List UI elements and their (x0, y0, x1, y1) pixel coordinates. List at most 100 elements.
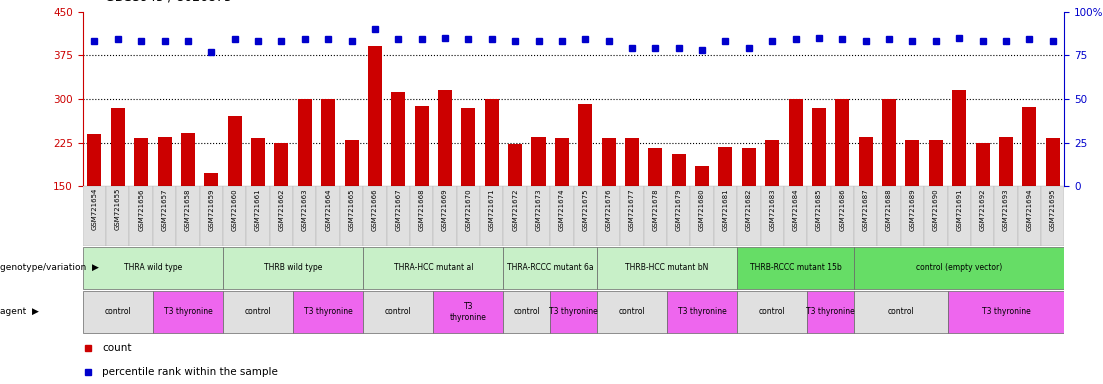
Bar (835, 99, 849, 274)
Bar (503, 291, 550, 333)
Text: GSM721687: GSM721687 (863, 188, 869, 231)
Text: GSM721691: GSM721691 (956, 188, 962, 231)
Bar (690, 186, 714, 246)
Bar (1046, 139, 1060, 274)
Text: control: control (513, 308, 540, 316)
Text: GSM721684: GSM721684 (793, 188, 799, 230)
Bar (761, 186, 784, 246)
Text: GSM721668: GSM721668 (419, 188, 425, 231)
Bar (550, 186, 574, 246)
Bar (854, 186, 877, 246)
Bar (929, 140, 943, 274)
Text: GSM721662: GSM721662 (278, 188, 285, 230)
Bar (667, 291, 737, 333)
Bar (947, 186, 971, 246)
Text: control: control (619, 308, 645, 316)
Bar (433, 186, 457, 246)
Bar (246, 186, 270, 246)
Bar (906, 140, 920, 274)
Text: THRA-RCCC mutant 6a: THRA-RCCC mutant 6a (507, 263, 593, 272)
Bar (363, 291, 433, 333)
Bar (597, 186, 620, 246)
Bar (181, 132, 195, 274)
Text: THRA-HCC mutant al: THRA-HCC mutant al (394, 263, 473, 272)
Bar (527, 186, 550, 246)
Bar (882, 99, 896, 274)
Bar (695, 166, 709, 274)
Bar (87, 134, 101, 274)
Bar (812, 108, 826, 274)
Bar (807, 291, 854, 333)
Bar (672, 154, 686, 274)
Bar (135, 139, 148, 274)
Text: GSM721664: GSM721664 (325, 188, 331, 230)
Text: THRB wild type: THRB wild type (264, 263, 322, 272)
Bar (667, 186, 690, 246)
Text: GSM721669: GSM721669 (442, 188, 448, 231)
Text: GSM721690: GSM721690 (933, 188, 939, 231)
Bar (597, 247, 737, 289)
Text: T3 thyronine: T3 thyronine (163, 308, 212, 316)
Text: GSM721672: GSM721672 (512, 188, 518, 230)
Bar (994, 186, 1018, 246)
Bar (83, 247, 223, 289)
Bar (344, 140, 358, 274)
Bar (807, 186, 831, 246)
Bar (415, 106, 429, 274)
Text: control: control (888, 308, 914, 316)
Text: count: count (103, 343, 132, 353)
Bar (718, 147, 732, 274)
Text: GSM721678: GSM721678 (652, 188, 658, 231)
Text: GSM721677: GSM721677 (629, 188, 635, 231)
Bar (789, 99, 803, 274)
Bar (106, 186, 129, 246)
Bar (158, 137, 172, 274)
Bar (765, 140, 779, 274)
Text: control: control (759, 308, 785, 316)
Bar (83, 186, 106, 246)
Bar (578, 104, 592, 274)
Bar (625, 139, 639, 274)
Bar (742, 148, 756, 274)
Bar (877, 186, 901, 246)
Bar (503, 186, 527, 246)
Bar (737, 291, 807, 333)
Bar (363, 247, 503, 289)
Bar (924, 186, 947, 246)
Bar (597, 291, 667, 333)
Text: GSM721682: GSM721682 (746, 188, 752, 230)
Text: GSM721694: GSM721694 (1026, 188, 1032, 230)
Text: GSM721665: GSM721665 (349, 188, 354, 230)
Bar (999, 137, 1013, 274)
Bar (433, 291, 503, 333)
Text: GSM721680: GSM721680 (699, 188, 705, 231)
Bar (200, 186, 223, 246)
Text: GSM721660: GSM721660 (232, 188, 237, 231)
Bar (480, 186, 503, 246)
Bar (298, 99, 312, 274)
Bar (438, 90, 452, 274)
Text: GSM721688: GSM721688 (886, 188, 892, 231)
Text: GSM721666: GSM721666 (372, 188, 378, 231)
Text: T3
thyronine: T3 thyronine (450, 302, 486, 322)
Bar (293, 186, 317, 246)
Text: GSM721679: GSM721679 (676, 188, 682, 231)
Text: GSM721695: GSM721695 (1050, 188, 1056, 230)
Bar (153, 291, 223, 333)
Text: THRA wild type: THRA wild type (124, 263, 182, 272)
Bar (386, 186, 410, 246)
Bar (550, 291, 597, 333)
Bar (601, 139, 615, 274)
Bar (574, 186, 597, 246)
Bar (737, 186, 761, 246)
Text: T3 thyronine: T3 thyronine (806, 308, 855, 316)
Text: agent  ▶: agent ▶ (0, 308, 39, 316)
Bar (649, 148, 663, 274)
Bar (317, 186, 340, 246)
Bar (340, 186, 363, 246)
Bar (461, 108, 475, 274)
Text: GSM721657: GSM721657 (161, 188, 168, 230)
Bar (223, 186, 246, 246)
Bar (952, 90, 966, 274)
Text: GSM721655: GSM721655 (115, 188, 121, 230)
